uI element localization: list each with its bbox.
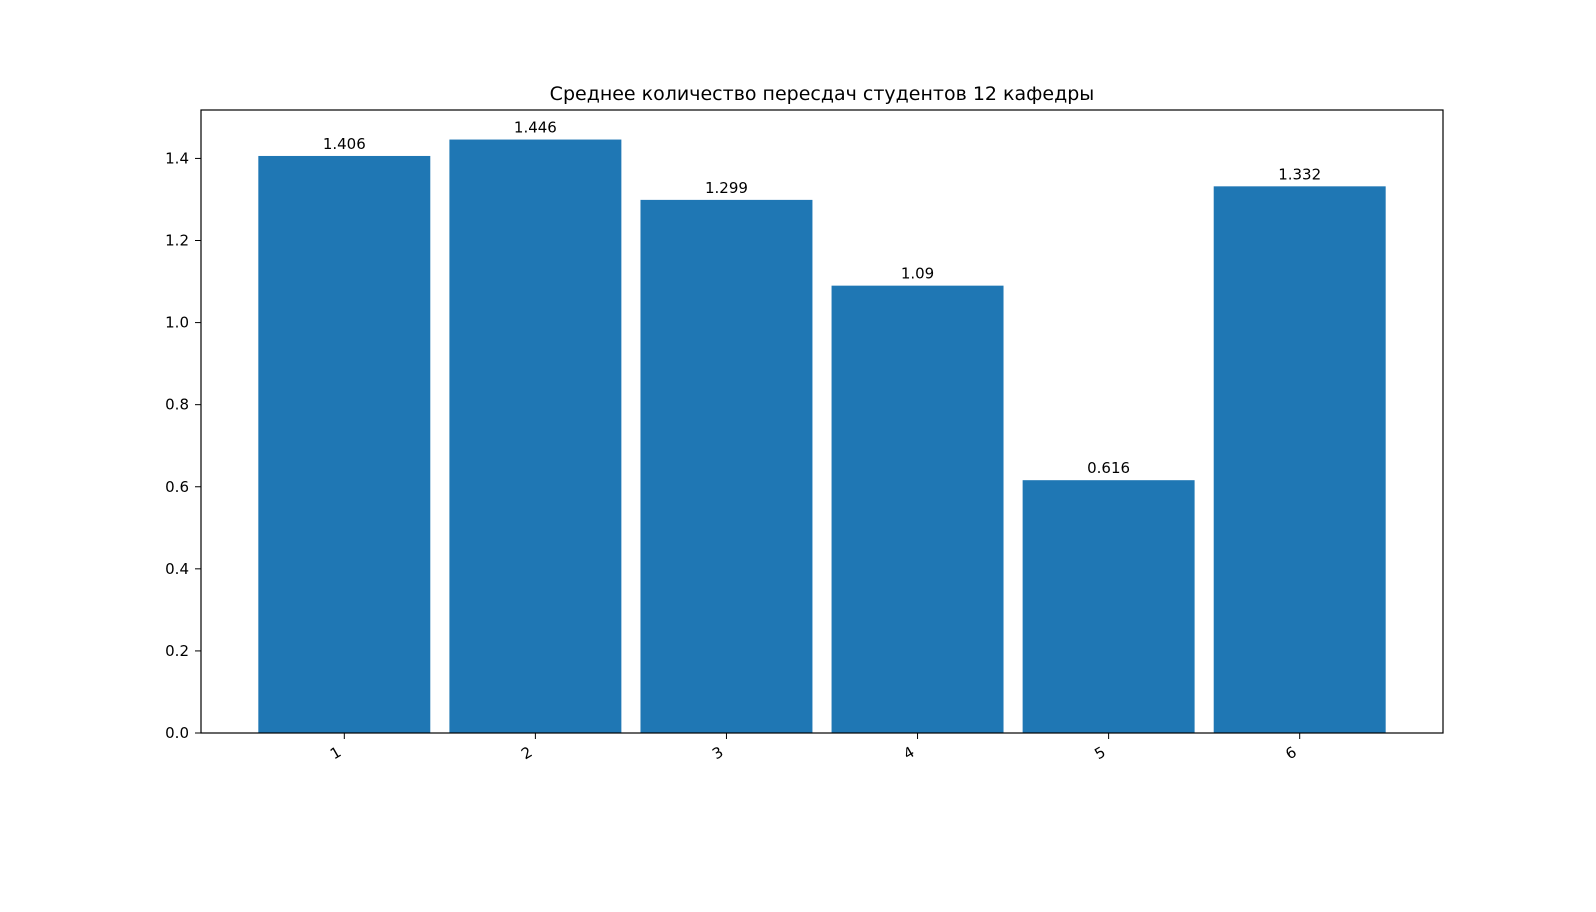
bar-3 — [640, 199, 813, 733]
bar-value-label: 1.406 — [323, 135, 366, 153]
bar-value-label: 1.299 — [705, 179, 748, 197]
bar-value-label: 1.09 — [901, 265, 934, 283]
bar-5 — [1022, 480, 1195, 733]
bar-4 — [831, 285, 1004, 733]
bar-value-label: 0.616 — [1087, 459, 1130, 477]
y-tick-label: 0.4 — [165, 560, 189, 578]
x-tick-label: 2 — [518, 743, 535, 763]
bars-layer — [258, 139, 1386, 734]
y-axis: 0.0 0.2 0.4 0.6 0.8 1.0 1.2 1.4 — [165, 149, 201, 742]
y-tick-label: 0.0 — [165, 724, 189, 742]
x-tick-label: 3 — [709, 743, 726, 763]
bar-1 — [258, 155, 431, 733]
x-tick-label: 6 — [1282, 743, 1299, 763]
bar-6 — [1213, 186, 1386, 734]
y-tick-label: 1.4 — [165, 149, 189, 167]
bar-value-label: 1.332 — [1278, 165, 1321, 183]
x-tick-label: 4 — [900, 743, 917, 763]
x-axis: 1 2 3 4 5 6 — [327, 733, 1301, 763]
x-tick-label: 5 — [1091, 743, 1108, 763]
y-tick-label: 1.2 — [165, 232, 189, 250]
plot-frame — [200, 109, 1444, 734]
bar-value-label: 1.446 — [514, 119, 557, 137]
y-tick-label: 0.6 — [165, 478, 189, 496]
y-tick-label: 0.8 — [165, 396, 189, 414]
y-tick-label: 1.0 — [165, 314, 189, 332]
x-tick-label: 1 — [327, 743, 344, 763]
value-labels-layer: 1.406 1.446 1.299 1.09 0.616 1.332 — [323, 119, 1321, 478]
y-tick-label: 0.2 — [165, 642, 189, 660]
chart-title: Среднее количество пересдач студентов 12… — [550, 83, 1095, 105]
bar-2 — [449, 139, 622, 733]
